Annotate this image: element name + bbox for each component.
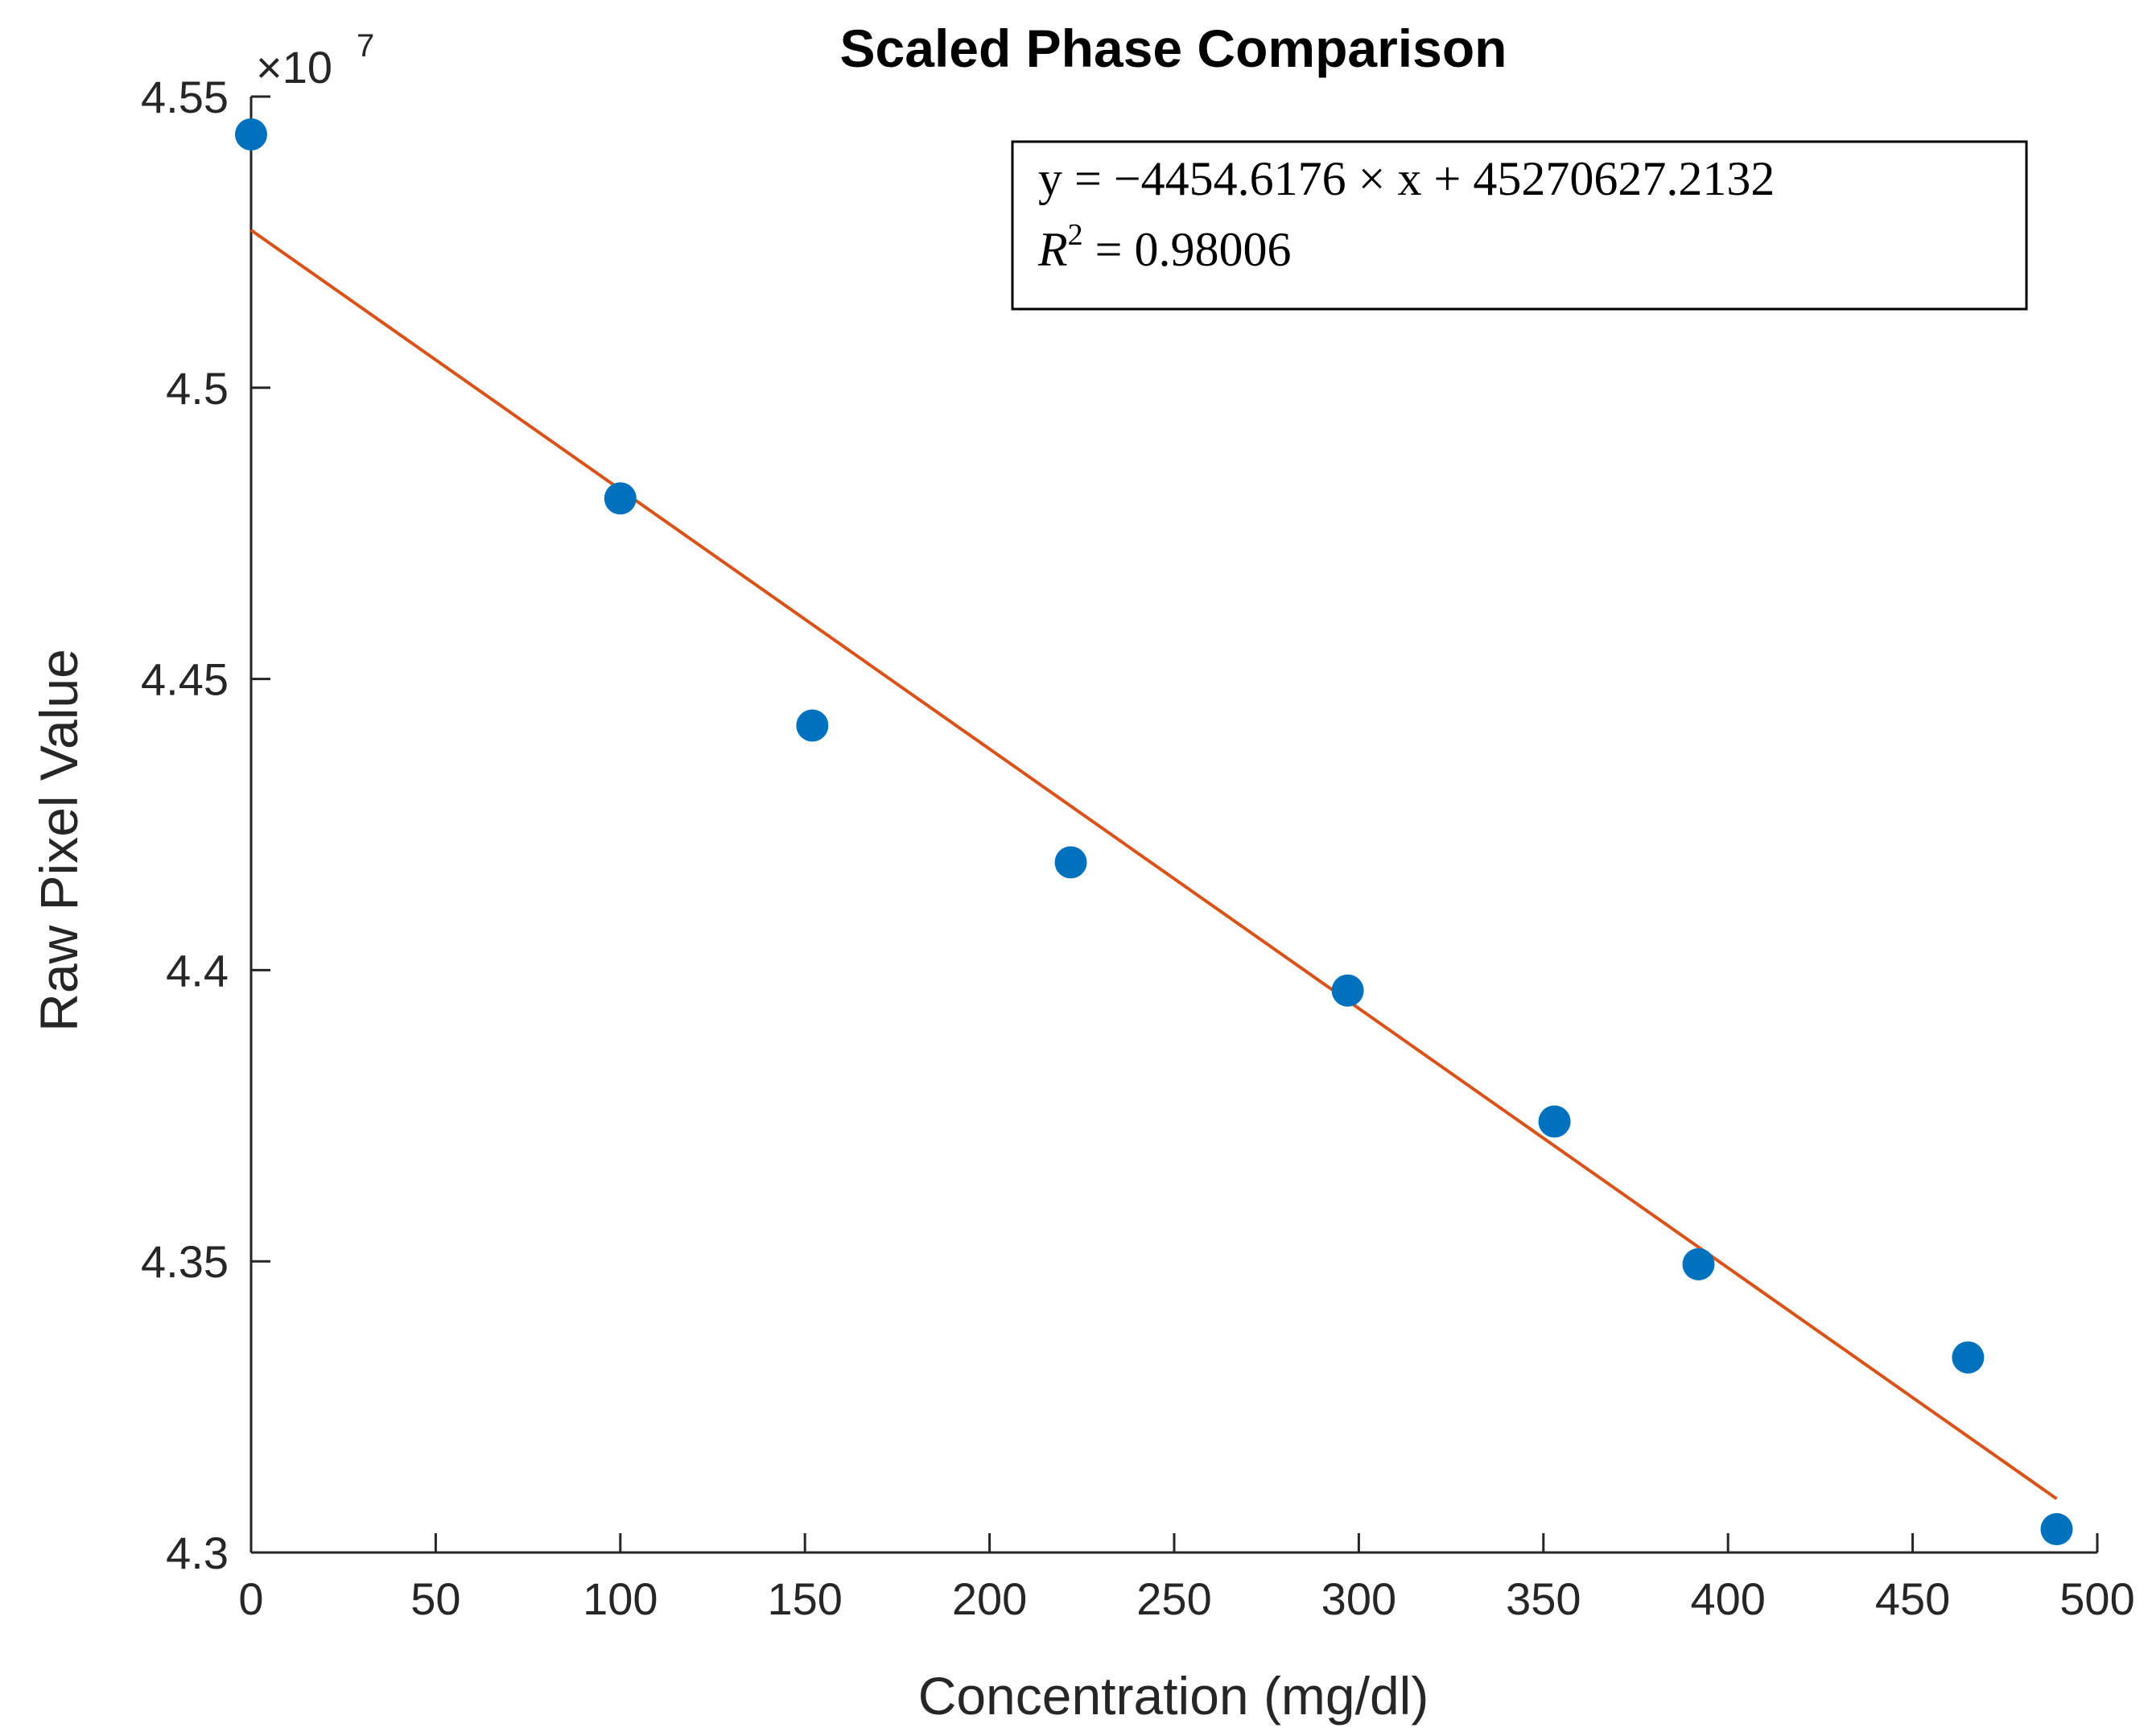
x-tick-label: 300 — [1321, 1573, 1396, 1624]
annotation-r-squared: R2 = 0.98006 — [1037, 218, 1292, 276]
y-exponent-power: 7 — [357, 28, 374, 64]
x-tick-label: 250 — [1136, 1573, 1211, 1624]
r-squared-superscript: 2 — [1068, 218, 1083, 252]
y-tick-label: 4.5 — [166, 363, 229, 414]
data-point — [2040, 1513, 2073, 1546]
y-tick-label: 4.4 — [166, 945, 229, 996]
data-point — [1331, 974, 1364, 1007]
data-point — [235, 118, 267, 151]
x-tick-label: 50 — [410, 1573, 460, 1624]
fit-line-group — [249, 229, 2058, 1500]
r-squared-value: = 0.98006 — [1083, 223, 1292, 276]
chart-title: Scaled Phase Comparison — [840, 19, 1507, 78]
data-point — [1952, 1341, 1985, 1374]
annotation-equation: y = −4454.6176 × x + 45270627.2132 — [1038, 152, 1775, 205]
x-tick-label: 400 — [1690, 1573, 1765, 1624]
x-tick-label: 200 — [952, 1573, 1027, 1624]
data-points — [235, 118, 2073, 1546]
fit-line — [249, 229, 2058, 1500]
data-point — [1538, 1105, 1571, 1138]
y-axis-label: Raw Pixel Value — [29, 649, 89, 1032]
annotation-box — [1011, 140, 2028, 311]
x-ticks: 0 50 100 150 200 250 300 350 400 450 500 — [238, 1533, 2135, 1624]
r-squared-symbol: R — [1037, 223, 1068, 276]
y-tick-label: 4.3 — [166, 1528, 229, 1578]
y-tick-label: 4.35 — [141, 1236, 229, 1287]
y-tick-label: 4.45 — [141, 654, 229, 705]
x-tick-label: 350 — [1506, 1573, 1581, 1624]
data-point — [796, 709, 829, 742]
x-axis-label: Concentration (mg/dl) — [918, 1666, 1429, 1726]
y-exponent-base: ×10 — [256, 42, 332, 93]
x-tick-label: 100 — [583, 1573, 658, 1624]
x-tick-label: 500 — [2059, 1573, 2134, 1624]
data-point — [1682, 1247, 1715, 1280]
fit-annotation: y = −4454.6176 × x + 45270627.2132 R2 = … — [1011, 140, 2028, 311]
y-ticks: 4.3 4.35 4.4 4.45 4.5 4.55 — [141, 72, 270, 1578]
y-tick-label: 4.55 — [141, 72, 229, 122]
x-tick-label: 0 — [238, 1573, 263, 1624]
data-point — [604, 482, 637, 515]
x-tick-label: 150 — [767, 1573, 842, 1624]
x-tick-label: 450 — [1875, 1573, 1950, 1624]
data-point — [1054, 846, 1087, 879]
y-exponent: ×10 7 — [256, 28, 374, 93]
